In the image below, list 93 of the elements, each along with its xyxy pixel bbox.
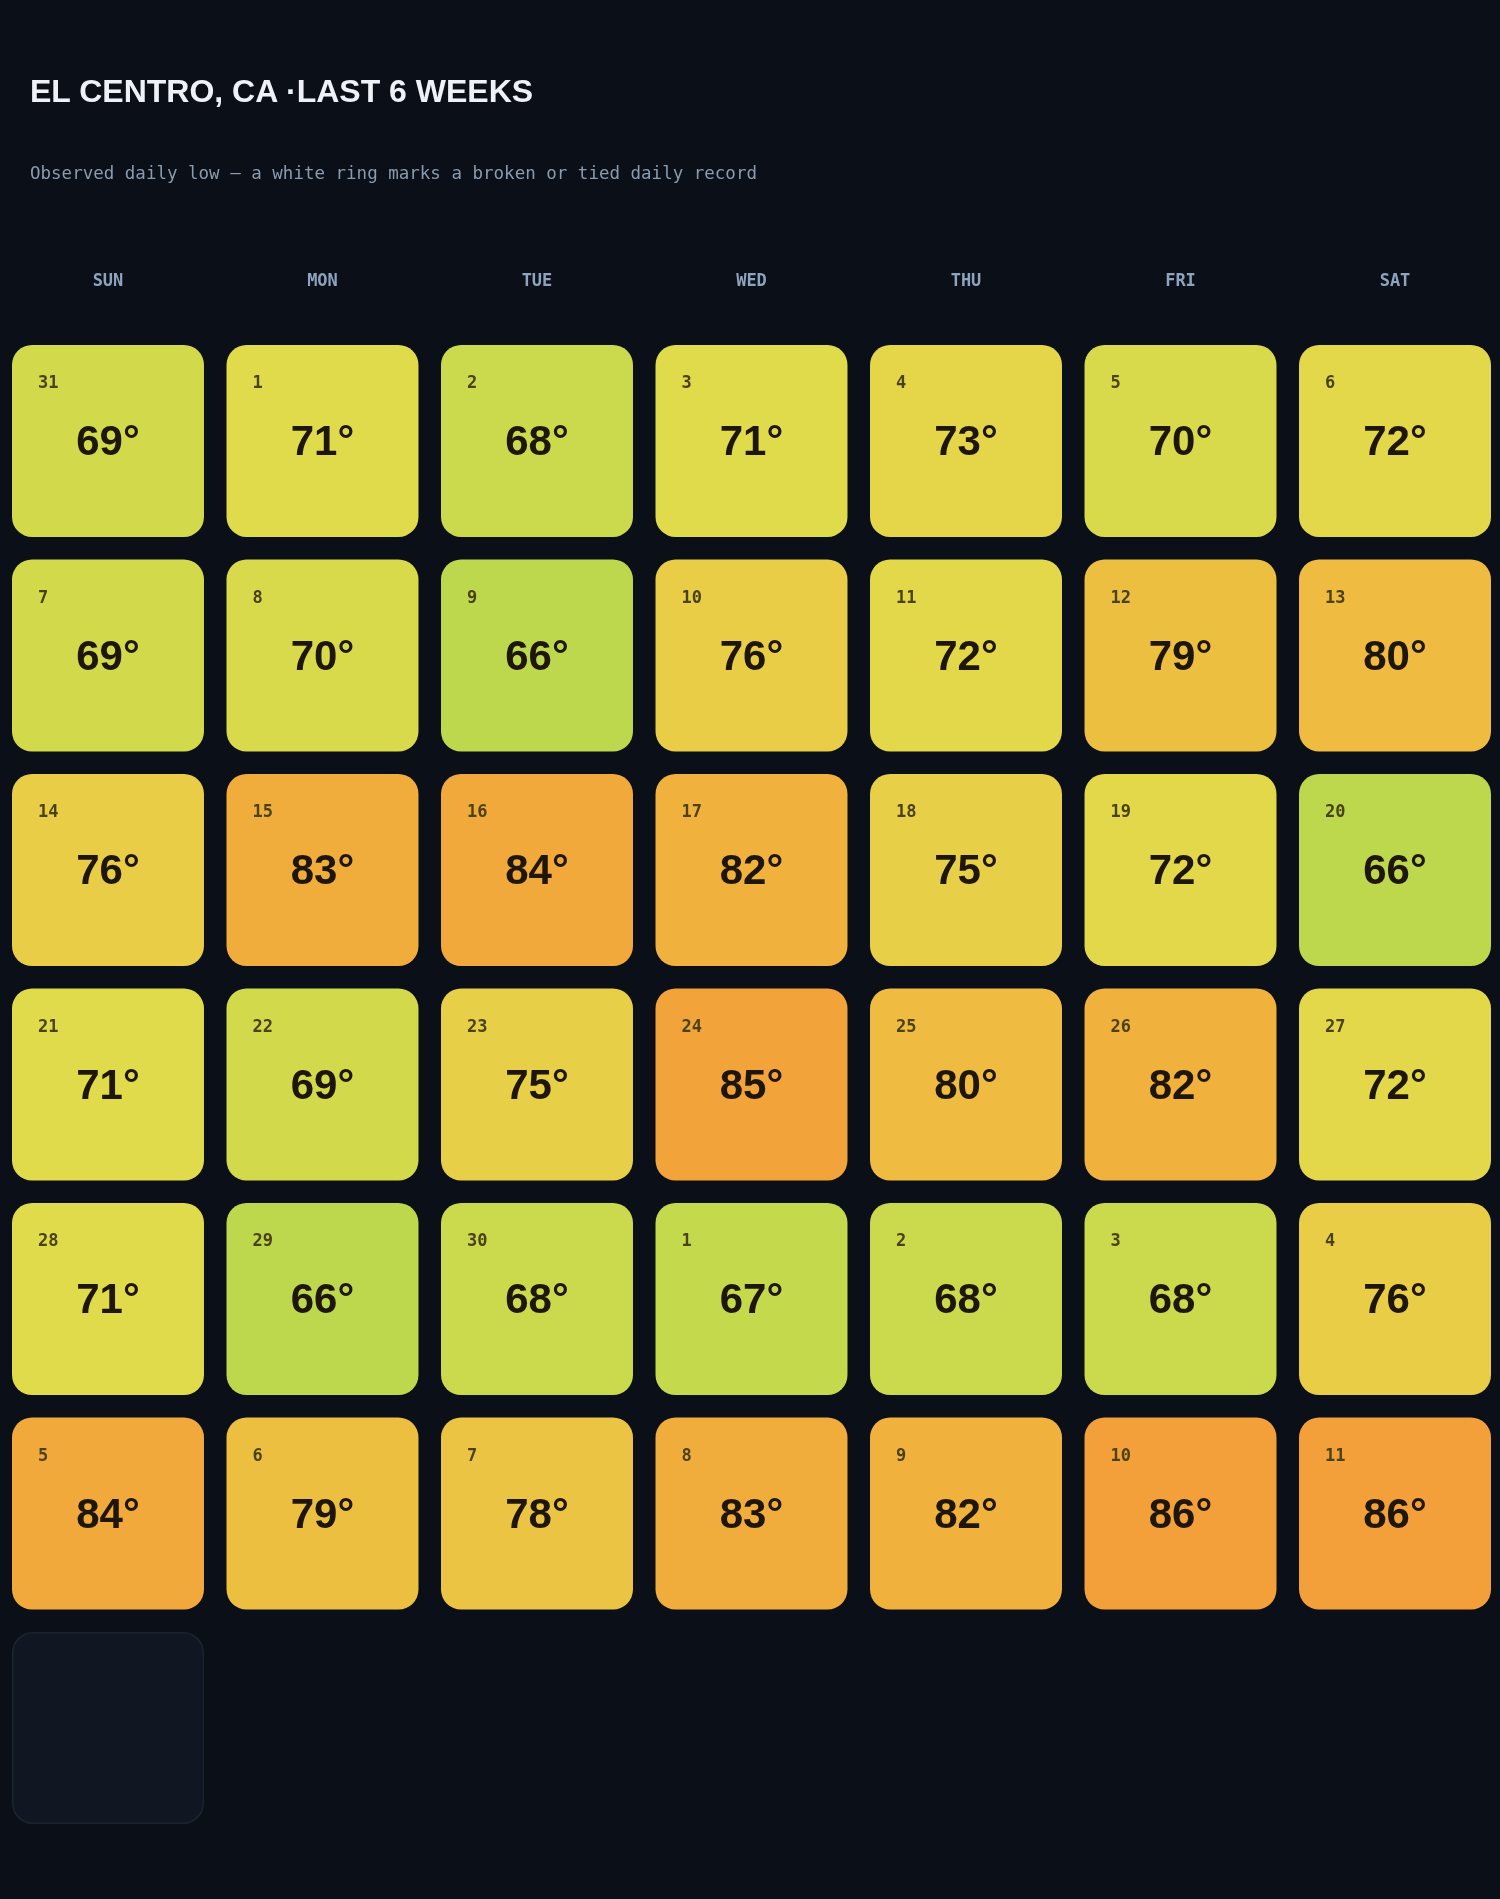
chart-subtitle: Observed daily low — a white ring marks a broken or tied daily record xyxy=(30,163,757,183)
annotation: 4 xyxy=(896,372,907,392)
x-tick-label: SUN xyxy=(92,270,124,290)
annotation: 3 xyxy=(1110,1230,1121,1251)
annotation: 23 xyxy=(467,1015,488,1036)
data-label: 71° xyxy=(719,417,784,464)
annotation: 24 xyxy=(681,1015,702,1036)
annotation: 22 xyxy=(252,1015,273,1036)
data-label: 82° xyxy=(934,1489,998,1537)
data-label: 85° xyxy=(719,1060,784,1108)
annotation: 6 xyxy=(252,1444,263,1465)
data-label: 72° xyxy=(1363,417,1427,464)
data-label: 82° xyxy=(719,846,784,894)
data-label: 71° xyxy=(290,417,355,464)
data-label: 83° xyxy=(290,846,355,894)
data-label: 68° xyxy=(1148,1275,1213,1323)
annotation: 4 xyxy=(1325,1230,1336,1251)
data-label: 83° xyxy=(719,1489,784,1537)
x-tick-label: TUE xyxy=(521,270,553,290)
data-label: 72° xyxy=(1148,846,1213,894)
annotation: 16 xyxy=(467,801,488,822)
data-label: 69° xyxy=(76,631,140,679)
data-label: 69° xyxy=(76,417,140,464)
annotation: 9 xyxy=(467,586,478,607)
annotation: 9 xyxy=(896,1444,907,1465)
annotation: 15 xyxy=(252,801,273,822)
data-label: 72° xyxy=(1363,1060,1427,1108)
data-label: 79° xyxy=(290,1489,355,1537)
data-label: 70° xyxy=(290,631,355,679)
data-label: 79° xyxy=(1148,631,1213,679)
annotation: 10 xyxy=(1110,1444,1131,1465)
annotation: 27 xyxy=(1325,1015,1346,1036)
data-label: 75° xyxy=(505,1060,569,1108)
data-label: 75° xyxy=(934,846,998,894)
data-label: 73° xyxy=(934,417,998,464)
annotation: 28 xyxy=(38,1230,59,1251)
data-label: 76° xyxy=(76,846,140,894)
annotation: 19 xyxy=(1110,801,1131,822)
data-label: 80° xyxy=(1363,631,1427,679)
annotation: 14 xyxy=(38,801,59,822)
data-label: 71° xyxy=(76,1060,140,1108)
data-label: 69° xyxy=(290,1060,355,1108)
annotation: 29 xyxy=(252,1230,273,1251)
annotation: 1 xyxy=(681,1230,692,1251)
data-label: 72° xyxy=(934,631,998,679)
annotation: 11 xyxy=(1325,1444,1346,1465)
data-label: 68° xyxy=(505,417,569,464)
data-label: 76° xyxy=(1363,1275,1427,1323)
data-label: 68° xyxy=(505,1275,569,1323)
annotation: 1 xyxy=(252,372,263,392)
annotation: 7 xyxy=(38,586,49,607)
annotation: 25 xyxy=(896,1015,917,1036)
annotation: 5 xyxy=(1110,372,1121,392)
annotation: 3 xyxy=(681,372,692,392)
annotation: 12 xyxy=(1110,586,1131,607)
x-tick-label: FRI xyxy=(1165,270,1196,290)
chart-title: EL CENTRO, CA ·LAST 6 WEEKS xyxy=(30,73,534,109)
data-label: 80° xyxy=(934,1060,998,1108)
data-label: 67° xyxy=(719,1275,784,1323)
annotation: 2 xyxy=(467,372,478,392)
data-label: 86° xyxy=(1363,1489,1427,1537)
annotation: 8 xyxy=(252,586,263,607)
annotation: 8 xyxy=(681,1444,692,1465)
annotation: 11 xyxy=(896,586,917,607)
annotation: 17 xyxy=(681,801,702,822)
data-label: 70° xyxy=(1148,417,1213,464)
x-tick-label: WED xyxy=(736,270,767,290)
annotation: 31 xyxy=(38,372,59,392)
data-label: 71° xyxy=(76,1275,140,1323)
data-label: 84° xyxy=(76,1489,140,1537)
data-label: 86° xyxy=(1148,1489,1213,1537)
annotation: 7 xyxy=(467,1444,478,1465)
data-label: 66° xyxy=(505,631,569,679)
data-label: 66° xyxy=(290,1275,355,1323)
data-label: 76° xyxy=(719,631,784,679)
annotation: 13 xyxy=(1325,586,1346,607)
data-label: 78° xyxy=(505,1489,569,1537)
annotation: 30 xyxy=(467,1230,488,1251)
data-label: 84° xyxy=(505,846,569,894)
annotation: 6 xyxy=(1325,372,1336,392)
data-label: 68° xyxy=(934,1275,998,1323)
annotation: 21 xyxy=(38,1015,59,1036)
data-label: 82° xyxy=(1148,1060,1213,1108)
annotation: 2 xyxy=(896,1230,907,1251)
x-tick-label: SAT xyxy=(1379,270,1411,290)
annotation: 18 xyxy=(896,801,917,822)
annotation: 10 xyxy=(681,586,702,607)
x-tick-label: THU xyxy=(950,270,982,290)
annotation: 20 xyxy=(1325,801,1346,822)
annotation: 5 xyxy=(38,1444,49,1465)
x-tick-label: MON xyxy=(307,270,338,290)
annotation: 26 xyxy=(1110,1015,1131,1036)
data-label: 66° xyxy=(1363,846,1427,894)
